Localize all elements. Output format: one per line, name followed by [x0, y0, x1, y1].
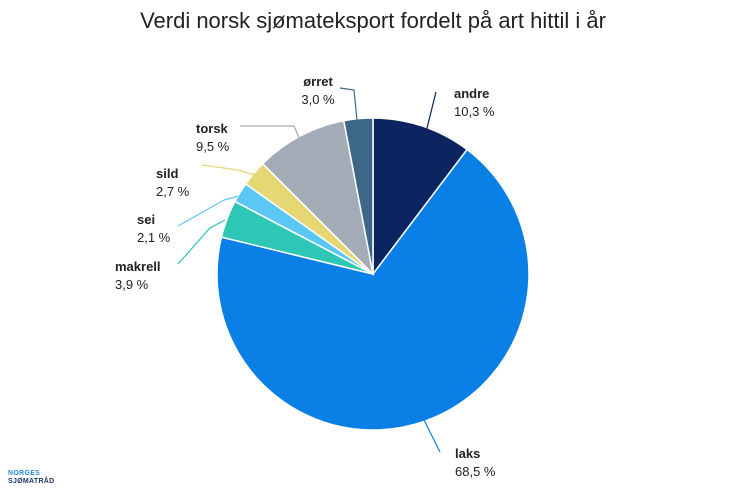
leader-lines [177, 87, 441, 453]
slice-label-makrell: makrell [115, 259, 161, 274]
slice-labels: andre 10,3 % laks 68,5 % makrell 3,9 % sei 2,1 … [115, 74, 496, 479]
slice-value-laks: 68,5 % [455, 464, 496, 479]
leader-line-ørret [339, 87, 358, 121]
pie-slice-andre [372, 117, 469, 277]
slice-label-ørret: ørret [303, 74, 333, 89]
leader-line-makrell [177, 219, 226, 265]
pie-slice-laks [216, 148, 530, 431]
leader-line-andre [420, 91, 437, 153]
norges-sjomatrad-logo: NORGES SJØMATRÅD [8, 470, 55, 486]
leader-line-sei [177, 195, 239, 227]
logo-line-2: SJØMATRÅD [8, 478, 55, 485]
slice-value-ørret: 3,0 % [301, 92, 335, 107]
slice-value-torsk: 9,5 % [196, 139, 230, 154]
leader-line-torsk [240, 125, 301, 141]
slice-value-andre: 10,3 % [454, 104, 495, 119]
chart-title: Verdi norsk sjømateksport fordelt på art… [140, 8, 606, 33]
slice-label-torsk: torsk [196, 121, 229, 136]
slice-label-laks: laks [455, 446, 480, 461]
pie-slice-torsk [261, 119, 375, 277]
pie-slice-ørret [342, 117, 374, 275]
leader-line-sild [201, 164, 256, 176]
leader-line-laks [423, 419, 441, 453]
pie-slices [216, 117, 530, 431]
slice-label-sild: sild [156, 166, 178, 181]
logo-line-1: NORGES [8, 470, 41, 477]
slice-label-sei: sei [137, 212, 155, 227]
slice-value-sei: 2,1 % [137, 230, 171, 245]
slice-value-makrell: 3,9 % [115, 277, 149, 292]
slice-label-andre: andre [454, 86, 489, 101]
slice-value-sild: 2,7 % [156, 184, 190, 199]
